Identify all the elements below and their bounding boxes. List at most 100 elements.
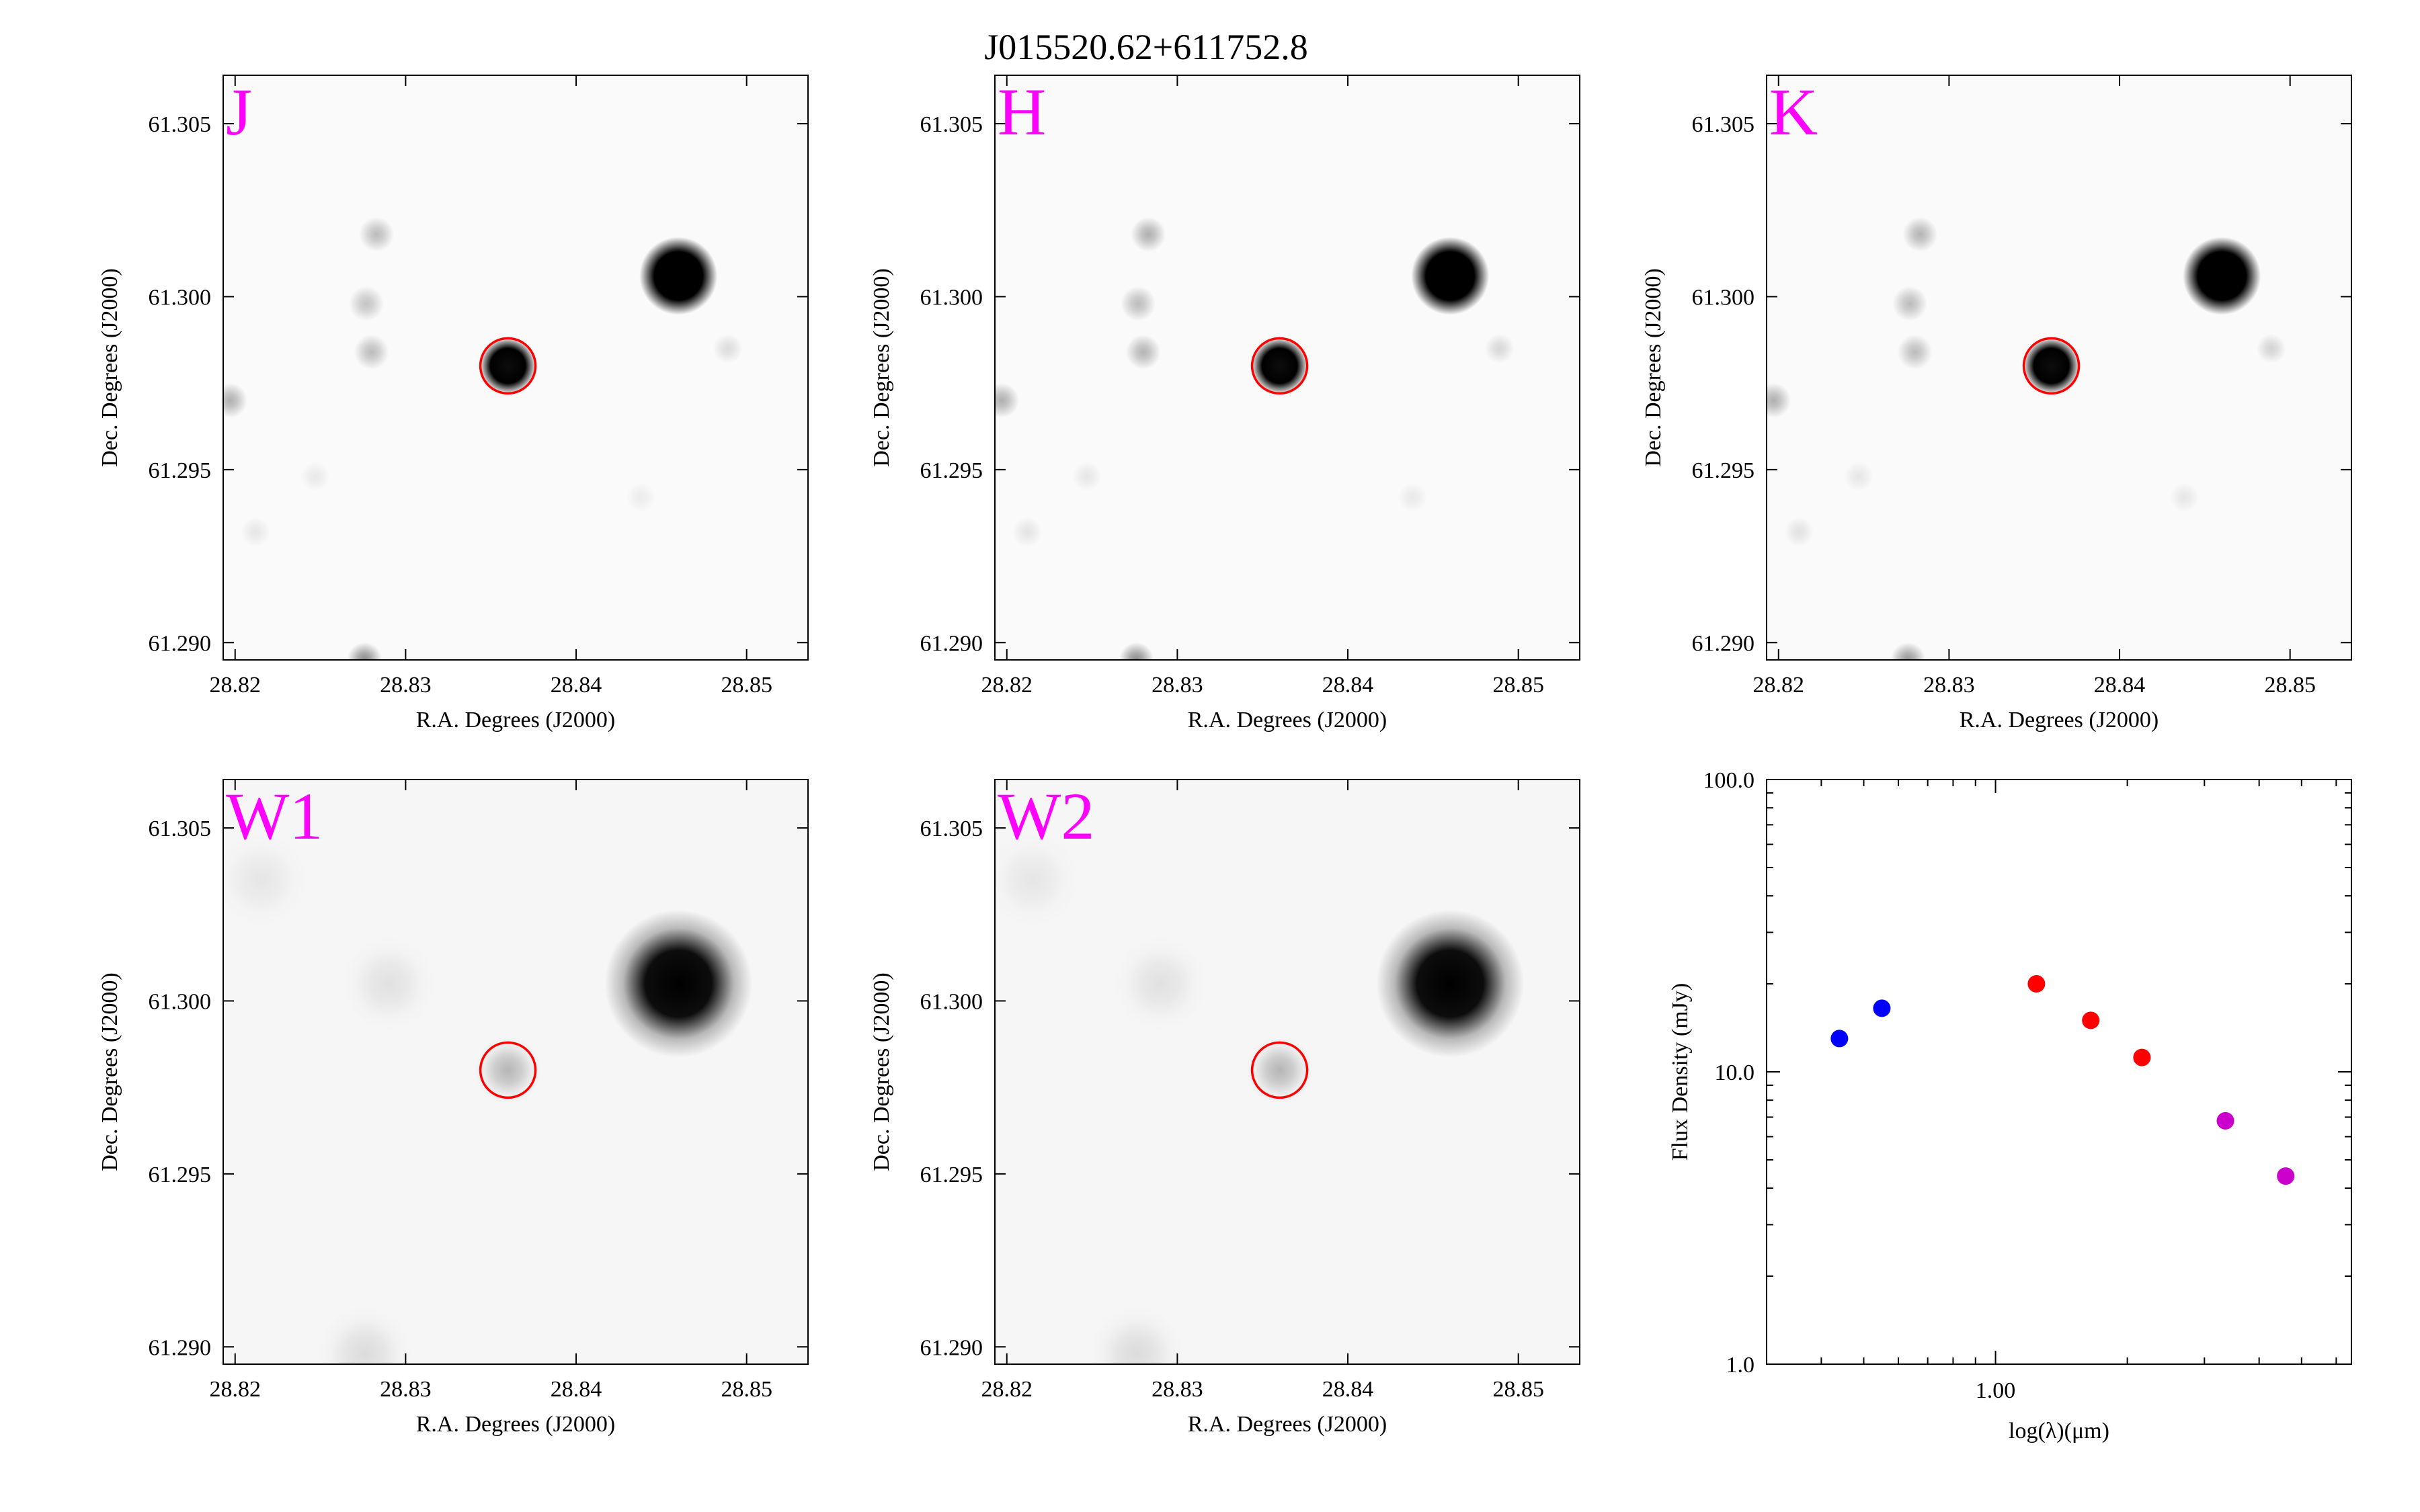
x-tick-label: 28.84 (551, 1377, 602, 1402)
figure-title: J015520.62+611752.8 (984, 27, 1307, 67)
sed-data-point (1873, 999, 1891, 1017)
sed-flux-plot: 1.0 10.0 100.0 1.00 log(λ)(μm) Flux Density (… (1668, 768, 2352, 1443)
source-blob (317, 1306, 412, 1364)
panel-k-image: 28.82 28.83 28.84 28.85 61.305 61.300 61.295 61… (1641, 75, 2352, 732)
x-axis-label: R.A. Degrees (J2000) (1188, 1412, 1387, 1437)
x-tick-label: 28.84 (1322, 1377, 1374, 1402)
source-blob (2169, 482, 2200, 513)
source-blob (1012, 517, 1043, 547)
y-tick-label: 61.305 (1692, 112, 1755, 137)
x-tick-label: 28.85 (2264, 673, 2316, 698)
y-tick-label: 61.300 (149, 285, 212, 310)
sed-data-point (2277, 1167, 2295, 1185)
source-blob (1398, 482, 1428, 513)
x-tick-label: 28.83 (380, 673, 432, 698)
y-tick-label: 61.300 (149, 989, 212, 1014)
source-blob (341, 936, 436, 1031)
source-blob (604, 909, 753, 1058)
x-tick-label: 28.83 (1923, 673, 1975, 698)
y-tick-label: 61.295 (920, 1163, 983, 1187)
y-axis-label: Dec. Degrees (J2000) (97, 972, 122, 1171)
x-tick-label: 28.85 (1492, 673, 1544, 698)
plot-frame (223, 75, 809, 661)
source-blob (223, 382, 248, 418)
y-tick-label: 61.295 (149, 458, 212, 483)
y-axis-label: Dec. Degrees (J2000) (97, 268, 122, 467)
source-blob (1246, 1036, 1314, 1104)
x-tick-label: 28.83 (1152, 1377, 1203, 1402)
source-blob (1089, 1306, 1184, 1364)
x-tick-label: 28.84 (2094, 673, 2146, 698)
sed-data-point (2027, 975, 2046, 993)
source-blob (1376, 909, 1525, 1058)
plot-frame (1766, 779, 2352, 1365)
source-blob (474, 1036, 542, 1104)
y-axis-label: Dec. Degrees (J2000) (869, 268, 894, 467)
source-blob (1784, 517, 1814, 547)
source-blob (626, 482, 656, 513)
band-label: K (1769, 75, 1818, 149)
plot-frame (223, 779, 809, 1365)
band-label: H (998, 75, 1046, 149)
source-blob (639, 237, 718, 315)
target-circle (1250, 337, 1309, 395)
panel-w2-image: 28.82 28.83 28.84 28.85 61.305 61.300 61.295 61… (869, 779, 1580, 1437)
plot-frame (994, 779, 1580, 1365)
sed-data-point (2082, 1011, 2100, 1030)
y-axis-label: Dec. Degrees (J2000) (1641, 268, 1666, 467)
source-blob (713, 333, 743, 364)
x-tick-label: 28.85 (721, 673, 772, 698)
source-blob (1119, 642, 1154, 660)
y-tick-label: 61.300 (1692, 285, 1755, 310)
source-blob (1251, 337, 1308, 394)
source-blob (1125, 334, 1161, 370)
x-tick-label: 28.82 (210, 673, 261, 698)
x-axis-label: R.A. Degrees (J2000) (1188, 708, 1387, 732)
panel-w1-image: 28.82 28.83 28.84 28.85 61.305 61.300 61.295 61… (97, 779, 809, 1437)
y-tick-label: 61.305 (149, 816, 212, 841)
source-blob (2023, 337, 2080, 394)
source-blob (1113, 936, 1208, 1031)
x-axis-label: R.A. Degrees (J2000) (416, 1412, 616, 1437)
source-blob (1767, 382, 1791, 418)
y-tick-label: 61.305 (920, 112, 983, 137)
x-tick-label: 28.84 (551, 673, 602, 698)
sed-data-point (2216, 1111, 2234, 1130)
y-tick-label: 61.290 (920, 1335, 983, 1360)
source-blob (2183, 237, 2261, 315)
y-tick-label: 1.0 (1726, 1353, 1755, 1378)
sed-data-point (1830, 1030, 1849, 1048)
target-circle (2022, 337, 2081, 395)
source-blob (349, 286, 385, 321)
y-tick-label: 61.290 (920, 631, 983, 656)
panel-j-image: 28.82 28.83 28.84 28.85 61.305 61.300 61.295 61… (97, 75, 809, 732)
y-axis-label: Dec. Degrees (J2000) (869, 972, 894, 1171)
source-blob (1411, 237, 1490, 315)
source-blob (223, 833, 308, 927)
source-blob (1902, 216, 1938, 252)
x-tick-label: 28.82 (210, 1377, 261, 1402)
target-circle (479, 1041, 537, 1099)
source-blob (241, 517, 271, 547)
x-axis-label: R.A. Degrees (J2000) (416, 708, 616, 732)
source-blob (995, 833, 1080, 927)
panel-h-image: 28.82 28.83 28.84 28.85 61.305 61.300 61.295 61… (869, 75, 1580, 732)
source-blob (354, 334, 389, 370)
y-tick-label: 61.295 (920, 458, 983, 483)
source-blob (1892, 286, 1928, 321)
source-blob (347, 642, 382, 660)
y-tick-label: 61.295 (1692, 458, 1755, 483)
x-tick-label: 28.82 (981, 673, 1033, 698)
x-tick-label: 28.83 (380, 1377, 432, 1402)
y-tick-label: 61.305 (149, 112, 212, 137)
source-blob (300, 462, 330, 492)
source-blob (1890, 642, 1926, 660)
x-tick-label: 28.84 (1322, 673, 1374, 698)
y-tick-label: 61.305 (920, 816, 983, 841)
plot-frame (994, 75, 1580, 661)
y-tick-label: 100.0 (1703, 768, 1755, 793)
sed-data-point (2133, 1048, 2151, 1066)
source-blob (1072, 462, 1102, 492)
x-axis-label: log(λ)(μm) (2009, 1419, 2109, 1443)
